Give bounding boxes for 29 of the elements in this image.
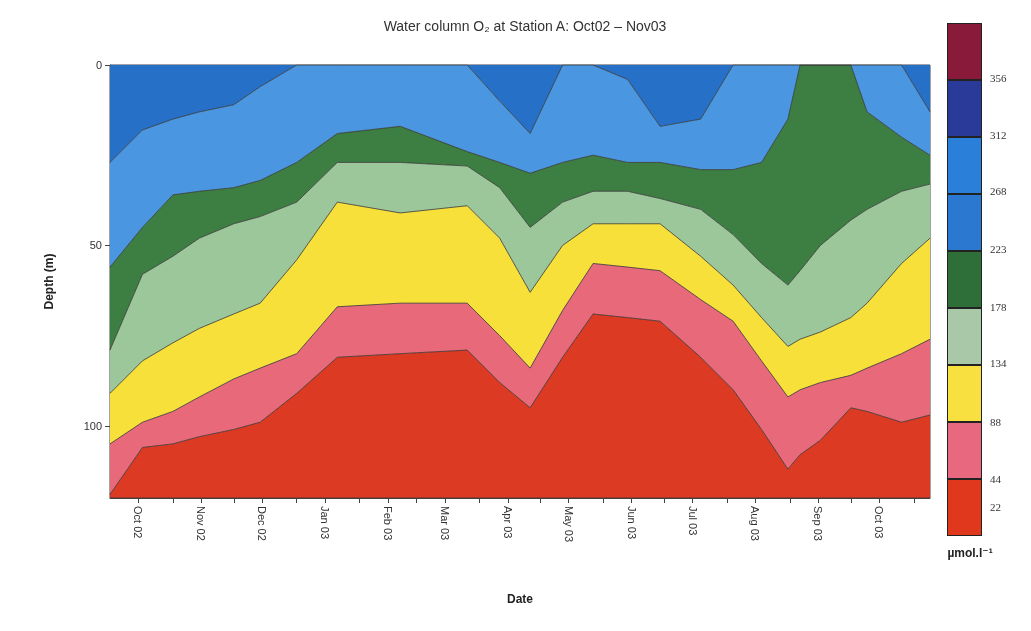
color-bar-label: 88 [990,416,1001,431]
x-tick-label: Aug 03 [749,506,762,541]
color-bar-label: 178 [990,300,1007,315]
color-bar-label: 134 [990,357,1007,372]
y-tick-label: 50 [89,239,102,252]
x-tick-label: Oct 02 [132,506,145,539]
x-tick-label: Dec 02 [256,506,269,541]
color-bar-label: 312 [990,128,1007,143]
x-axis-title: Date [506,592,534,606]
color-bar-label: 22 [990,500,1001,515]
color-bar-title: µmol.l⁻¹ [946,546,994,560]
x-tick-label: Mar 03 [438,506,451,541]
color-bar-label: 223 [990,243,1007,257]
x-tick-label: Sep 03 [812,506,825,541]
y-tick-label: 0 [95,59,102,71]
x-tick-label: Feb 03 [382,506,395,541]
x-tick-label: Oct 03 [873,506,886,539]
color-bar-label: 356 [990,72,1007,87]
x-tick-label: Nov 02 [195,506,208,541]
x-tick-label: Jul 03 [686,506,699,536]
chart-title: Water column O₂ at Station A: Oct02 – Nov03 [383,18,667,34]
y-tick-label: 100 [83,419,102,432]
color-bar-label: 268 [990,185,1007,200]
color-bar-label: 44 [990,472,1001,487]
x-tick-label: Apr 03 [501,506,514,539]
y-axis-title: Depth (m) [42,253,56,310]
x-tick-label: Jun 03 [625,506,638,540]
x-tick-label: May 03 [562,506,575,543]
x-tick-label: Jan 03 [319,506,332,540]
